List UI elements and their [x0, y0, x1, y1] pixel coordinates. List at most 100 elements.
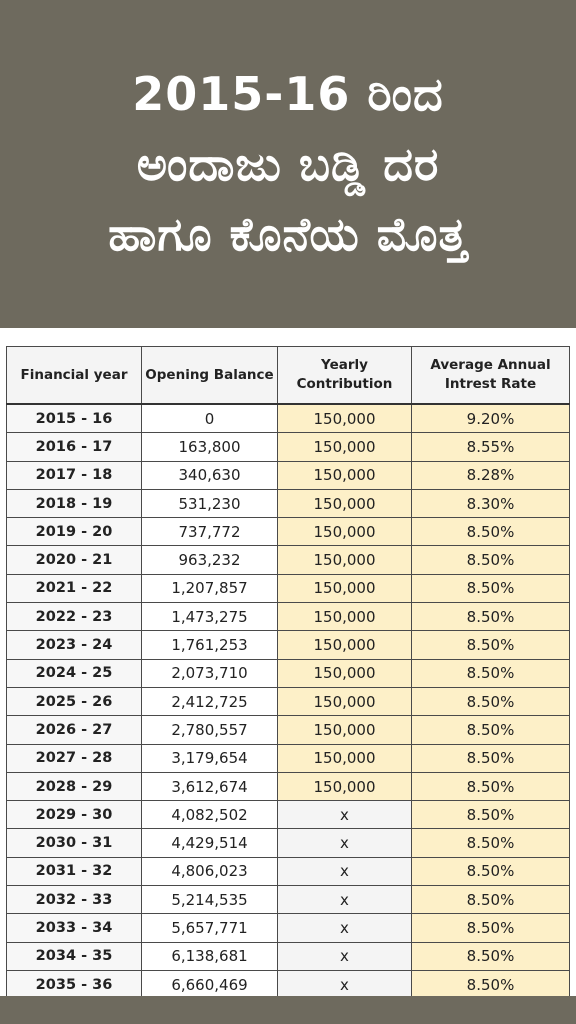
- financial-year-cell: 2021 - 22: [6, 573, 142, 604]
- table-row: 2024 - 25 2,073,710 150,000 8.50%: [6, 658, 570, 688]
- table-row: 2033 - 34 5,657,771 x 8.50%: [6, 913, 570, 943]
- opening-balance-cell: 340,630: [141, 460, 278, 490]
- opening-balance-cell: 1,473,275: [141, 602, 278, 632]
- financial-year-cell: 2026 - 27: [6, 715, 142, 745]
- header-financial-year: Financial year: [6, 346, 142, 405]
- interest-rate-cell: 8.55%: [411, 432, 570, 462]
- financial-year-cell: 2016 - 17: [6, 432, 142, 462]
- interest-rate-cell: 8.50%: [411, 715, 570, 745]
- interest-rate-cell: 8.50%: [411, 517, 570, 547]
- interest-rate-cell: 8.50%: [411, 686, 570, 717]
- opening-balance-cell: 2,073,710: [141, 658, 278, 688]
- yearly-contribution-cell: 150,000: [277, 460, 412, 490]
- opening-balance-cell: 5,214,535: [141, 885, 278, 915]
- opening-balance-cell: 4,429,514: [141, 828, 278, 858]
- interest-rate-cell: 8.50%: [411, 743, 570, 773]
- financial-year-cell: 2020 - 21: [6, 545, 142, 575]
- interest-rate-cell: 8.50%: [411, 602, 570, 632]
- yearly-contribution-cell: x: [277, 856, 412, 887]
- yearly-contribution-cell: 150,000: [277, 715, 412, 745]
- interest-rate-cell: 8.50%: [411, 545, 570, 575]
- opening-balance-cell: 6,138,681: [141, 941, 278, 971]
- yearly-contribution-cell: x: [277, 913, 412, 943]
- table-row: 2026 - 27 2,780,557 150,000 8.50%: [6, 715, 570, 745]
- table-body: 2015 - 16 0 150,000 9.20% 2016 - 17 163,800 15…: [6, 403, 570, 1000]
- table-row: 2027 - 28 3,179,654 150,000 8.50%: [6, 743, 570, 773]
- table-row: 2032 - 33 5,214,535 x 8.50%: [6, 885, 570, 915]
- financial-year-cell: 2029 - 30: [6, 800, 142, 830]
- yearly-contribution-cell: x: [277, 969, 412, 1000]
- interest-rate-cell: 9.20%: [411, 403, 570, 434]
- yearly-contribution-cell: x: [277, 941, 412, 971]
- table-row: 2017 - 18 340,630 150,000 8.28%: [6, 460, 570, 490]
- opening-balance-cell: 531,230: [141, 488, 278, 519]
- yearly-contribution-cell: 150,000: [277, 517, 412, 547]
- yearly-contribution-cell: 150,000: [277, 602, 412, 632]
- yearly-contribution-cell: 150,000: [277, 686, 412, 717]
- interest-table: Financial year Opening Balance Yearly Co…: [6, 346, 570, 1000]
- interest-rate-cell: 8.50%: [411, 828, 570, 858]
- title-line-2: ಅಂದಾಜು ಬಡ್ಡಿ ದರ: [136, 137, 440, 191]
- table-row: 2021 - 22 1,207,857 150,000 8.50%: [6, 573, 570, 604]
- table-row: 2023 - 24 1,761,253 150,000 8.50%: [6, 630, 570, 660]
- yearly-contribution-cell: x: [277, 800, 412, 830]
- yearly-contribution-cell: 150,000: [277, 545, 412, 575]
- interest-rate-cell: 8.50%: [411, 969, 570, 1000]
- opening-balance-cell: 737,772: [141, 517, 278, 547]
- opening-balance-cell: 1,761,253: [141, 630, 278, 660]
- financial-year-cell: 2032 - 33: [6, 885, 142, 915]
- yearly-contribution-cell: 150,000: [277, 432, 412, 462]
- interest-rate-cell: 8.50%: [411, 913, 570, 943]
- financial-year-cell: 2025 - 26: [6, 686, 142, 717]
- financial-year-cell: 2018 - 19: [6, 488, 142, 519]
- yearly-contribution-cell: x: [277, 828, 412, 858]
- title-line-1: 2015-16 ರಿಂದ: [132, 67, 444, 121]
- yearly-contribution-cell: 150,000: [277, 743, 412, 773]
- footer-bar: [0, 996, 576, 1024]
- interest-rate-cell: 8.50%: [411, 885, 570, 915]
- table-row: 2018 - 19 531,230 150,000 8.30%: [6, 488, 570, 519]
- financial-year-cell: 2031 - 32: [6, 856, 142, 887]
- table-row: 2025 - 26 2,412,725 150,000 8.50%: [6, 686, 570, 717]
- opening-balance-cell: 2,412,725: [141, 686, 278, 717]
- header-yearly-contribution: Yearly Contribution: [277, 346, 412, 405]
- interest-rate-cell: 8.50%: [411, 856, 570, 887]
- financial-year-cell: 2017 - 18: [6, 460, 142, 490]
- title-banner: 2015-16 ರಿಂದ ಅಂದಾಜು ಬಡ್ಡಿ ದರ ಹಾಗೂ ಕೊನೆಯ …: [0, 0, 576, 328]
- yearly-contribution-cell: 150,000: [277, 573, 412, 604]
- opening-balance-cell: 1,207,857: [141, 573, 278, 604]
- opening-balance-cell: 163,800: [141, 432, 278, 462]
- interest-rate-cell: 8.28%: [411, 460, 570, 490]
- yearly-contribution-cell: 150,000: [277, 771, 412, 802]
- title-line-3: ಹಾಗೂ ಕೊನೆಯ ಮೊತ್ತ: [108, 207, 468, 261]
- table-row: 2029 - 30 4,082,502 x 8.50%: [6, 800, 570, 830]
- opening-balance-cell: 4,806,023: [141, 856, 278, 887]
- interest-rate-cell: 8.50%: [411, 941, 570, 971]
- table-row: 2022 - 23 1,473,275 150,000 8.50%: [6, 602, 570, 632]
- financial-year-cell: 2034 - 35: [6, 941, 142, 971]
- opening-balance-cell: 3,612,674: [141, 771, 278, 802]
- table-row: 2015 - 16 0 150,000 9.20%: [6, 403, 570, 434]
- interest-rate-cell: 8.50%: [411, 630, 570, 660]
- interest-rate-cell: 8.50%: [411, 573, 570, 604]
- opening-balance-cell: 3,179,654: [141, 743, 278, 773]
- financial-year-cell: 2027 - 28: [6, 743, 142, 773]
- yearly-contribution-cell: 150,000: [277, 403, 412, 434]
- opening-balance-cell: 0: [141, 403, 278, 434]
- table-row: 2031 - 32 4,806,023 x 8.50%: [6, 856, 570, 887]
- financial-year-cell: 2035 - 36: [6, 969, 142, 1000]
- header-opening-balance: Opening Balance: [141, 346, 278, 405]
- table-row: 2019 - 20 737,772 150,000 8.50%: [6, 517, 570, 547]
- financial-year-cell: 2019 - 20: [6, 517, 142, 547]
- opening-balance-cell: 5,657,771: [141, 913, 278, 943]
- interest-rate-cell: 8.50%: [411, 800, 570, 830]
- yearly-contribution-cell: 150,000: [277, 630, 412, 660]
- financial-year-cell: 2028 - 29: [6, 771, 142, 802]
- opening-balance-cell: 963,232: [141, 545, 278, 575]
- table-row: 2016 - 17 163,800 150,000 8.55%: [6, 432, 570, 462]
- table-row: 2028 - 29 3,612,674 150,000 8.50%: [6, 771, 570, 802]
- table-header-row: Financial year Opening Balance Yearly Co…: [6, 346, 570, 405]
- table-row: 2035 - 36 6,660,469 x 8.50%: [6, 969, 570, 1000]
- opening-balance-cell: 4,082,502: [141, 800, 278, 830]
- financial-year-cell: 2023 - 24: [6, 630, 142, 660]
